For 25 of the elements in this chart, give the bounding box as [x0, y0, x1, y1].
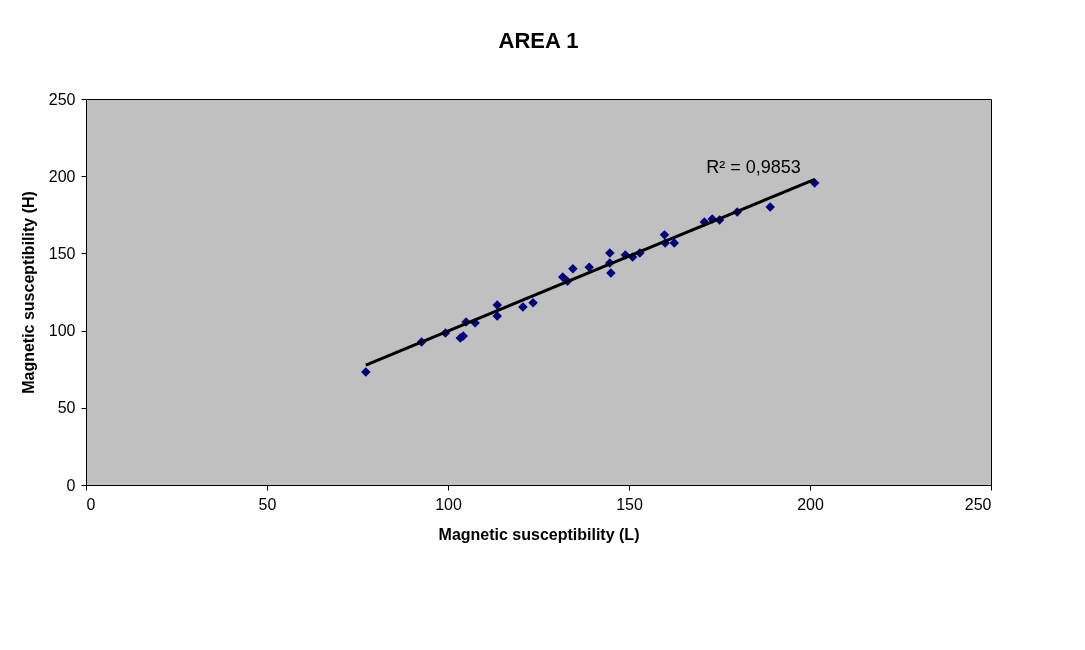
y-tick-label: 250	[48, 90, 76, 108]
point	[669, 238, 679, 248]
point	[528, 298, 538, 308]
y-tick-label: 100	[48, 322, 76, 340]
point	[492, 311, 502, 321]
y-axis-title: Magnetic susceptibility (H)	[19, 191, 37, 394]
y-tick-label: 0	[66, 476, 76, 494]
y-tick-label: 200	[48, 167, 76, 185]
x-tick-label: 150	[616, 495, 643, 513]
x-tick-label: 250	[964, 495, 992, 513]
point	[568, 264, 578, 274]
chart-title: AREA 1	[498, 28, 579, 53]
x-tick-label: 100	[435, 495, 462, 513]
point	[584, 262, 594, 273]
point	[659, 230, 670, 240]
x-tick-label: 0	[86, 495, 96, 513]
point	[605, 248, 615, 258]
point	[492, 300, 502, 310]
x-axis-title: Magnetic susceptibility (L)	[438, 525, 640, 543]
y-tick-label: 150	[48, 244, 76, 262]
x-tick-label: 200	[797, 495, 824, 513]
annotation: R² = 0,9853	[706, 157, 801, 178]
point	[558, 272, 568, 282]
y-tick-label: 50	[57, 399, 76, 417]
x-tick-label: 50	[258, 495, 277, 513]
